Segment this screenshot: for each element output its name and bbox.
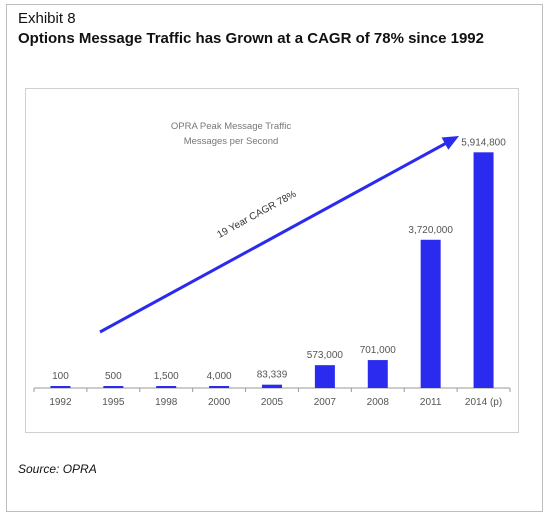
bar-1992 xyxy=(50,386,71,388)
chart-title: OPRA Peak Message Traffic xyxy=(171,121,291,132)
x-tick-label: 1992 xyxy=(49,397,72,408)
x-tick-label: 1998 xyxy=(155,397,178,408)
data-label: 5,914,800 xyxy=(461,137,506,148)
exhibit-title: Options Message Traffic has Grown at a C… xyxy=(18,30,484,47)
x-tick-label: 1995 xyxy=(102,397,125,408)
chart-area: 100 1992 500 1995 1,500 1998 4,000 2000 83,339 20… xyxy=(25,88,519,433)
source-note: Source: OPRA xyxy=(18,462,97,476)
bar-2007 xyxy=(314,365,335,388)
x-tick-label: 2014 (p) xyxy=(465,397,502,408)
data-label: 500 xyxy=(105,371,122,382)
bar-2014-p- xyxy=(473,152,494,388)
x-tick-label: 2005 xyxy=(261,397,284,408)
data-label: 1,500 xyxy=(154,371,179,382)
bar-2008 xyxy=(367,360,388,388)
exhibit-frame xyxy=(6,4,543,512)
x-tick-label: 2008 xyxy=(367,397,390,408)
bar-1995 xyxy=(103,386,124,388)
bar-2011 xyxy=(420,239,441,388)
data-label: 573,000 xyxy=(307,350,344,361)
cagr-annotation: 19 Year CAGR 78% xyxy=(215,189,298,241)
data-label: 3,720,000 xyxy=(408,225,453,236)
bar-1998 xyxy=(156,386,177,388)
data-label: 701,000 xyxy=(360,345,397,356)
cagr-arrow-head xyxy=(441,136,459,150)
data-label: 4,000 xyxy=(207,371,232,382)
x-tick-label: 2011 xyxy=(420,397,442,408)
bar-2005 xyxy=(262,384,282,388)
exhibit-label: Exhibit 8 xyxy=(18,10,76,27)
cagr-arrow-line xyxy=(99,139,452,334)
x-tick-label: 2007 xyxy=(314,397,337,408)
data-label: 100 xyxy=(52,371,69,382)
chart-subtitle: Messages per Second xyxy=(184,136,279,147)
data-label: 83,339 xyxy=(257,370,288,381)
bar-chart: 100 1992 500 1995 1,500 1998 4,000 2000 83,339 20… xyxy=(33,121,511,408)
bar-2000 xyxy=(209,386,230,388)
x-tick-label: 2000 xyxy=(208,397,231,408)
